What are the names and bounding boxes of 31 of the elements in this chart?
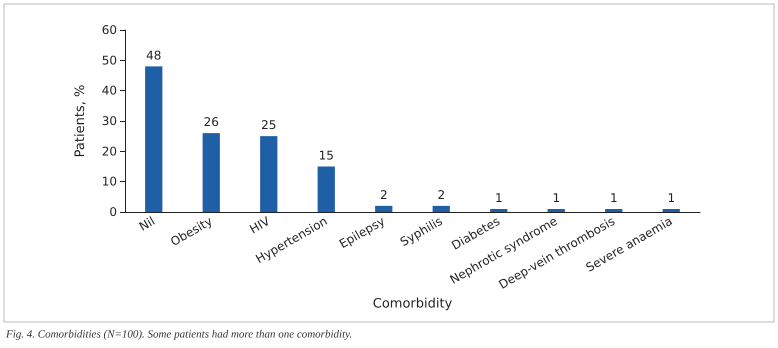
bar: [202, 133, 220, 212]
bar: [432, 206, 450, 212]
data-label: 1: [610, 190, 618, 205]
y-tick-label: 30: [102, 114, 117, 128]
data-label: 2: [380, 188, 388, 202]
bar: [260, 136, 278, 212]
data-label: 1: [494, 190, 503, 205]
data-label: 15: [318, 148, 334, 162]
y-axis-title: Patients, %: [73, 84, 88, 158]
bar: [375, 206, 392, 212]
x-axis-title: Comorbidity: [372, 296, 453, 312]
bar: [662, 208, 680, 212]
data-label: 48: [146, 48, 162, 62]
caption: Fig. 4. Comorbidities (N=100). Some patients had more than one comorbidity.: [5, 328, 352, 340]
bar: [548, 208, 565, 212]
y-tick-label: 60: [102, 23, 117, 37]
data-label: 25: [261, 118, 276, 132]
y-tick-label: 0: [109, 205, 117, 219]
bar: [145, 66, 162, 212]
data-label: 26: [204, 115, 219, 130]
bar: [605, 208, 622, 212]
x-tick-label: Nil: [136, 214, 158, 234]
y-tick-label: 50: [102, 53, 117, 68]
bar: [490, 208, 508, 212]
data-label: 2: [437, 188, 446, 202]
data-label: 1: [667, 190, 676, 205]
bar: [318, 166, 335, 212]
y-tick-label: 40: [102, 84, 117, 98]
y-tick-label: 10: [102, 174, 117, 189]
data-label: 1: [552, 190, 560, 205]
y-tick-label: 20: [102, 144, 117, 158]
